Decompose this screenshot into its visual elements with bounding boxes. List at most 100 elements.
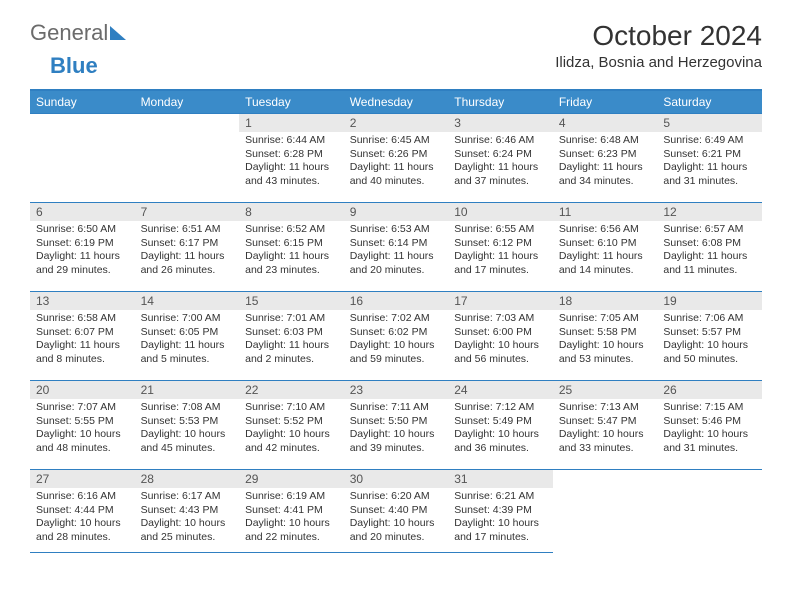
calendar-day-cell: 25Sunrise: 7:13 AMSunset: 5:47 PMDayligh… [553,381,658,470]
calendar-day-cell: 29Sunrise: 6:19 AMSunset: 4:41 PMDayligh… [239,470,344,553]
calendar-day-cell: 9Sunrise: 6:53 AMSunset: 6:14 PMDaylight… [344,203,449,292]
weekday-header: Sunday [30,90,135,114]
calendar-day-cell: 31Sunrise: 6:21 AMSunset: 4:39 PMDayligh… [448,470,553,553]
day-details: Sunrise: 6:49 AMSunset: 6:21 PMDaylight:… [657,132,762,193]
weekday-header: Monday [135,90,240,114]
calendar-day-cell: 20Sunrise: 7:07 AMSunset: 5:55 PMDayligh… [30,381,135,470]
calendar-day-cell: 3Sunrise: 6:46 AMSunset: 6:24 PMDaylight… [448,114,553,203]
day-details: Sunrise: 6:19 AMSunset: 4:41 PMDaylight:… [239,488,344,549]
sunset-text: Sunset: 5:47 PM [559,415,652,429]
day-details: Sunrise: 7:10 AMSunset: 5:52 PMDaylight:… [239,399,344,460]
sunset-text: Sunset: 6:19 PM [36,237,129,251]
day-number: 15 [239,292,344,310]
calendar-day-cell: .. [657,470,762,553]
day-details: Sunrise: 6:46 AMSunset: 6:24 PMDaylight:… [448,132,553,193]
sunrise-text: Sunrise: 6:56 AM [559,223,652,237]
day-details: Sunrise: 6:45 AMSunset: 6:26 PMDaylight:… [344,132,449,193]
sunset-text: Sunset: 4:39 PM [454,504,547,518]
daylight-text: Daylight: 11 hours and 37 minutes. [454,161,547,188]
sunset-text: Sunset: 5:50 PM [350,415,443,429]
logo: General [30,20,128,46]
day-details: Sunrise: 6:50 AMSunset: 6:19 PMDaylight:… [30,221,135,282]
day-details: Sunrise: 6:20 AMSunset: 4:40 PMDaylight:… [344,488,449,549]
sunrise-text: Sunrise: 6:16 AM [36,490,129,504]
sunset-text: Sunset: 6:05 PM [141,326,234,340]
daylight-text: Daylight: 10 hours and 25 minutes. [141,517,234,544]
daylight-text: Daylight: 11 hours and 23 minutes. [245,250,338,277]
daylight-text: Daylight: 11 hours and 34 minutes. [559,161,652,188]
day-number: 24 [448,381,553,399]
daylight-text: Daylight: 10 hours and 22 minutes. [245,517,338,544]
sunrise-text: Sunrise: 6:51 AM [141,223,234,237]
daylight-text: Daylight: 10 hours and 20 minutes. [350,517,443,544]
daylight-text: Daylight: 10 hours and 39 minutes. [350,428,443,455]
sunset-text: Sunset: 6:12 PM [454,237,547,251]
calendar-day-cell: 16Sunrise: 7:02 AMSunset: 6:02 PMDayligh… [344,292,449,381]
sunset-text: Sunset: 5:46 PM [663,415,756,429]
sunset-text: Sunset: 6:07 PM [36,326,129,340]
sunrise-text: Sunrise: 6:20 AM [350,490,443,504]
title-block: October 2024 Ilidza, Bosnia and Herzegov… [555,20,762,71]
day-details: Sunrise: 6:52 AMSunset: 6:15 PMDaylight:… [239,221,344,282]
day-details: Sunrise: 7:11 AMSunset: 5:50 PMDaylight:… [344,399,449,460]
sunset-text: Sunset: 4:40 PM [350,504,443,518]
sunrise-text: Sunrise: 6:50 AM [36,223,129,237]
calendar-day-cell: 19Sunrise: 7:06 AMSunset: 5:57 PMDayligh… [657,292,762,381]
sunrise-text: Sunrise: 6:44 AM [245,134,338,148]
sunset-text: Sunset: 5:49 PM [454,415,547,429]
weekday-header: Saturday [657,90,762,114]
day-number: 4 [553,114,658,132]
day-details: Sunrise: 6:44 AMSunset: 6:28 PMDaylight:… [239,132,344,193]
day-number: 7 [135,203,240,221]
day-number: 2 [344,114,449,132]
calendar-day-cell: 14Sunrise: 7:00 AMSunset: 6:05 PMDayligh… [135,292,240,381]
sunset-text: Sunset: 6:00 PM [454,326,547,340]
daylight-text: Daylight: 11 hours and 20 minutes. [350,250,443,277]
daylight-text: Daylight: 11 hours and 29 minutes. [36,250,129,277]
day-details: Sunrise: 6:16 AMSunset: 4:44 PMDaylight:… [30,488,135,549]
sunrise-text: Sunrise: 7:01 AM [245,312,338,326]
calendar-day-cell: 30Sunrise: 6:20 AMSunset: 4:40 PMDayligh… [344,470,449,553]
day-number: 16 [344,292,449,310]
daylight-text: Daylight: 11 hours and 43 minutes. [245,161,338,188]
day-number: 3 [448,114,553,132]
sunset-text: Sunset: 4:41 PM [245,504,338,518]
sunrise-text: Sunrise: 7:15 AM [663,401,756,415]
daylight-text: Daylight: 10 hours and 31 minutes. [663,428,756,455]
calendar-day-cell: 26 Sunrise: 7:15 AMSunset: 5:46 PMDayligh… [657,381,762,470]
sunrise-text: Sunrise: 7:10 AM [245,401,338,415]
sunset-text: Sunset: 6:14 PM [350,237,443,251]
calendar-day-cell: 4Sunrise: 6:48 AMSunset: 6:23 PMDaylight… [553,114,658,203]
sunset-text: Sunset: 5:58 PM [559,326,652,340]
calendar-day-cell: 5Sunrise: 6:49 AMSunset: 6:21 PMDaylight… [657,114,762,203]
day-number: 11 [553,203,658,221]
day-number: 14 [135,292,240,310]
sunset-text: Sunset: 6:02 PM [350,326,443,340]
calendar-day-cell: 21Sunrise: 7:08 AMSunset: 5:53 PMDayligh… [135,381,240,470]
page-title: October 2024 [555,20,762,52]
calendar-week-row: 27Sunrise: 6:16 AMSunset: 4:44 PMDayligh… [30,470,762,553]
sunrise-text: Sunrise: 6:17 AM [141,490,234,504]
day-number: 26 [657,381,762,399]
weekday-header: Tuesday [239,90,344,114]
daylight-text: Daylight: 10 hours and 33 minutes. [559,428,652,455]
daylight-text: Daylight: 11 hours and 2 minutes. [245,339,338,366]
day-number: 8 [239,203,344,221]
sunrise-text: Sunrise: 7:13 AM [559,401,652,415]
sunrise-text: Sunrise: 7:03 AM [454,312,547,326]
daylight-text: Daylight: 11 hours and 14 minutes. [559,250,652,277]
sunrise-text: Sunrise: 6:19 AM [245,490,338,504]
day-number: 13 [30,292,135,310]
sunset-text: Sunset: 4:43 PM [141,504,234,518]
calendar-week-row: 13 Sunrise: 6:58 AMSunset: 6:07 PM Dayligh… [30,292,762,381]
day-details: Sunrise: 6:17 AMSunset: 4:43 PMDaylight:… [135,488,240,549]
logo-text-2: Blue [50,53,98,79]
sunset-text: Sunset: 6:17 PM [141,237,234,251]
sunset-text: Sunset: 5:55 PM [36,415,129,429]
sunrise-text: Sunrise: 6:58 AM [36,312,129,326]
calendar-day-cell: 22Sunrise: 7:10 AMSunset: 5:52 PMDayligh… [239,381,344,470]
sunrise-text: Sunrise: 6:21 AM [454,490,547,504]
day-details: Sunrise: 6:56 AMSunset: 6:10 PMDaylight:… [553,221,658,282]
day-number: 31 [448,470,553,488]
calendar-week-row: ....1Sunrise: 6:44 AMSunset: 6:28 PMDayl… [30,114,762,203]
